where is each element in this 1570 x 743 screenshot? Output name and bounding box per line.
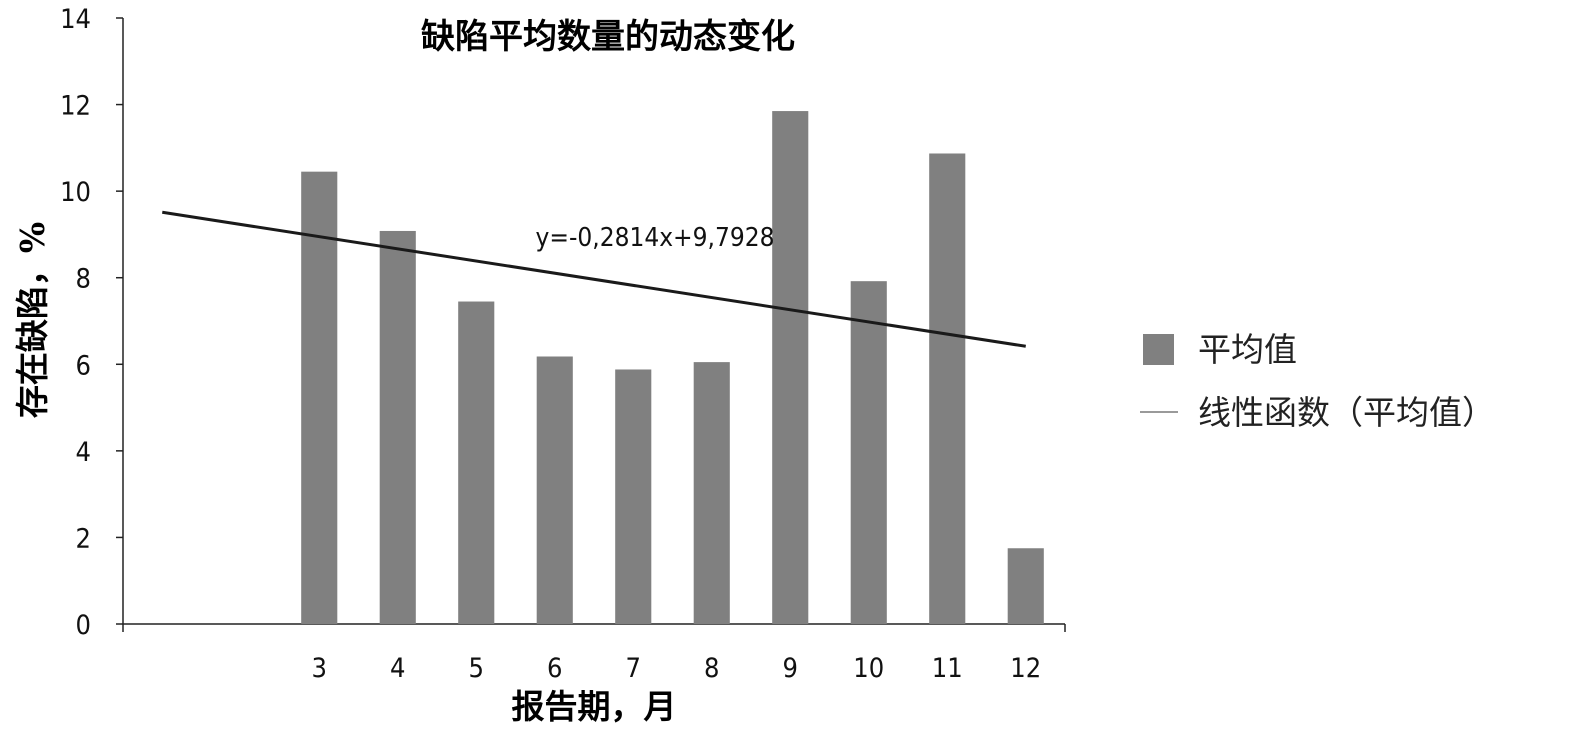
x-tick-label: 11 xyxy=(932,653,963,684)
legend: 平均值 线性函数（平均值） xyxy=(1140,330,1495,432)
x-axis: 3 4 5 6 7 8 9 10 11 12 xyxy=(122,623,1066,684)
y-tick-label: 10 xyxy=(60,177,91,208)
x-tick-label: 3 xyxy=(312,653,327,684)
bar xyxy=(536,356,573,624)
y-axis: 0 2 4 6 8 10 12 14 xyxy=(60,4,124,641)
y-tick-label: 4 xyxy=(76,437,91,468)
bar xyxy=(1007,548,1044,624)
x-tick-label: 12 xyxy=(1010,653,1041,684)
y-tick-label: 6 xyxy=(76,350,91,381)
bar xyxy=(850,281,887,624)
x-tick-label: 9 xyxy=(783,653,798,684)
y-tick-label: 0 xyxy=(76,610,91,641)
x-tick-label: 7 xyxy=(626,653,641,684)
bar xyxy=(772,111,809,625)
x-axis-title: 报告期，月 xyxy=(512,687,677,726)
bar xyxy=(929,153,966,624)
trendline xyxy=(162,210,1026,348)
y-tick-label: 2 xyxy=(76,523,91,554)
y-axis-title: 存在缺陷，% xyxy=(13,222,52,418)
bar xyxy=(379,230,416,625)
bar xyxy=(458,301,495,624)
x-tick-label: 8 xyxy=(704,653,719,684)
bar xyxy=(615,369,652,624)
legend-bar-label: 平均值 xyxy=(1198,330,1297,369)
bar-series xyxy=(301,111,1044,625)
x-tick-label: 5 xyxy=(469,653,484,684)
x-tick-label: 6 xyxy=(547,653,562,684)
bar xyxy=(693,362,730,624)
x-tick-label: 4 xyxy=(390,653,405,684)
legend-bar-swatch xyxy=(1143,334,1174,365)
chart-title: 缺陷平均数量的动态变化 xyxy=(421,17,795,57)
bar xyxy=(301,171,338,624)
plot-area: 0 2 4 6 8 10 12 14 3 4 5 6 7 8 9 10 11 12 xyxy=(60,4,1066,684)
trendline-path xyxy=(162,210,1026,348)
x-tick-label: 10 xyxy=(853,653,884,684)
legend-trend-label: 线性函数（平均值） xyxy=(1198,393,1495,432)
y-tick-label: 8 xyxy=(76,264,91,295)
y-tick-label: 14 xyxy=(60,4,91,35)
y-tick-label: 12 xyxy=(60,91,91,122)
trendline-equation: y=-0,2814x+9,7928 xyxy=(536,223,775,253)
